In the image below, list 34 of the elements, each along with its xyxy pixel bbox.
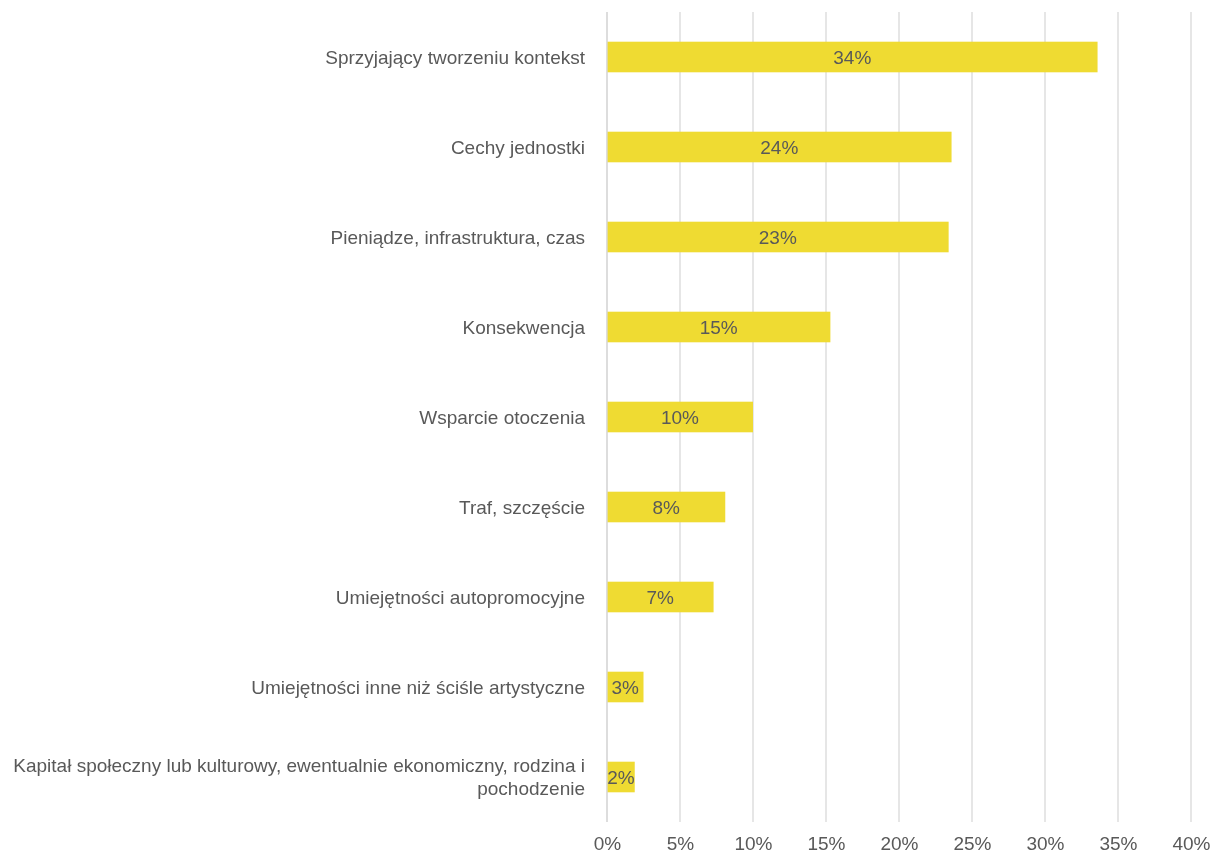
data-label: 15% — [699, 316, 738, 338]
x-tick-label: 15% — [807, 833, 846, 855]
bar — [607, 311, 831, 343]
x-tick-label: 10% — [734, 833, 773, 855]
data-label: 24% — [760, 136, 799, 158]
bar — [607, 131, 952, 163]
bar — [607, 581, 714, 613]
data-label: 8% — [652, 496, 680, 518]
data-label: 3% — [611, 676, 640, 698]
x-tick-label: 30% — [1026, 833, 1065, 855]
bar — [607, 491, 726, 523]
y-tick-label: Pieniądze, infrastruktura, czas — [330, 226, 585, 248]
y-tick-label: Umiejętności inne niż ściśle artystyczne — [251, 676, 585, 698]
y-tick-label: Wsparcie otoczenia — [419, 406, 586, 428]
bar — [607, 41, 1098, 73]
data-label: 10% — [660, 406, 700, 428]
y-tick-label: Umiejętności autopromocyjne — [335, 586, 585, 608]
y-tick-label: Kapitał społeczny lub kulturowy, ewentualnie ekonomiczny, rodzina i pochodzenie — [13, 755, 585, 800]
data-label: 34% — [833, 46, 872, 68]
y-tick-label: Sprzyjający tworzeniu kontekst — [325, 46, 586, 68]
x-tick-label: 0% — [593, 833, 622, 855]
x-tick-label: 25% — [953, 833, 992, 855]
x-tick-label: 20% — [880, 833, 919, 855]
y-tick-label: Cechy jednostki — [450, 136, 585, 158]
data-label: 2% — [607, 766, 635, 788]
x-tick-label: 40% — [1172, 833, 1211, 855]
data-label: 23% — [758, 226, 797, 248]
bar — [607, 401, 753, 433]
x-tick-label: 5% — [666, 833, 695, 855]
x-tick-label: 35% — [1099, 833, 1138, 855]
y-tick-label: Traf, szczęście — [459, 496, 585, 518]
y-tick-label: Konsekwencja — [462, 316, 586, 338]
bar — [607, 221, 949, 253]
data-label: 7% — [646, 586, 675, 608]
